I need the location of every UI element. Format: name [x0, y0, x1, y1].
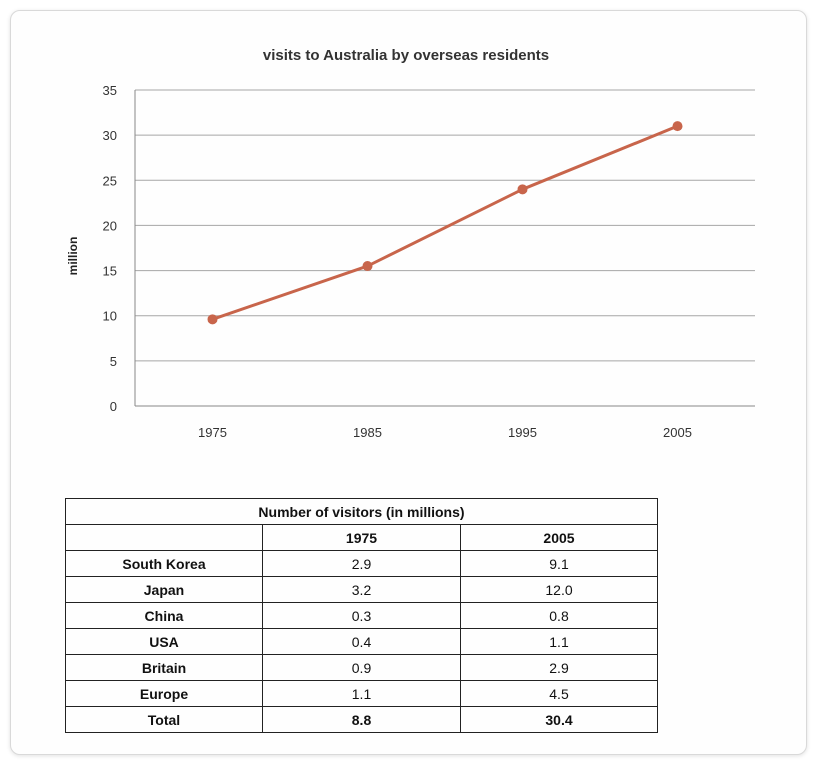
data-point: [672, 121, 683, 132]
cell-2005: 9.1: [460, 550, 658, 577]
y-tick-label: 15: [103, 264, 117, 279]
row-label: Britain: [65, 654, 263, 681]
line-chart: visits to Australia by overseas resident…: [66, 47, 755, 440]
table-row: South Korea 2.9 9.1: [65, 550, 658, 577]
x-tick-label: 1975: [198, 425, 227, 440]
row-label: USA: [65, 628, 263, 655]
y-tick-label: 10: [103, 309, 117, 324]
cell-2005: 1.1: [460, 628, 658, 655]
table-row: Japan 3.2 12.0: [65, 576, 658, 603]
table-row-total: Total 8.8 30.4: [65, 706, 658, 733]
cell-2005: 2.9: [460, 654, 658, 681]
row-label: Japan: [65, 576, 263, 603]
y-tick-label: 20: [103, 218, 117, 233]
series-line: [212, 124, 679, 321]
y-tick-label: 5: [110, 354, 117, 369]
cell-1975: 3.2: [262, 576, 461, 603]
y-axis-label: million: [66, 237, 80, 276]
cell-1975: 0.4: [262, 628, 461, 655]
row-label: Europe: [65, 680, 263, 707]
table-row: Europe 1.1 4.5: [65, 680, 658, 707]
cell-2005: 12.0: [460, 576, 658, 603]
figure-card: visits to Australia by overseas resident…: [10, 10, 807, 755]
row-label: China: [65, 602, 263, 629]
y-tick-label: 25: [103, 173, 117, 188]
data-point: [362, 261, 373, 272]
data-point: [517, 184, 528, 195]
cell-1975: 1.1: [262, 680, 461, 707]
x-tick-label: 1995: [508, 425, 537, 440]
y-tick-label: 30: [103, 128, 117, 143]
table-header-1975: 1975: [262, 524, 461, 551]
cell-1975: 0.3: [262, 602, 461, 629]
y-tick-label: 0: [110, 399, 117, 414]
table-title: Number of visitors (in millions): [65, 498, 658, 525]
data-point: [207, 314, 218, 325]
table-row: Britain 0.9 2.9: [65, 654, 658, 681]
x-tick-label: 1985: [353, 425, 382, 440]
cell-1975: 8.8: [262, 706, 461, 733]
table-header-blank: [65, 524, 263, 551]
table-row: China 0.3 0.8: [65, 602, 658, 629]
cell-2005: 30.4: [460, 706, 658, 733]
cell-1975: 0.9: [262, 654, 461, 681]
x-tick-label: 2005: [663, 425, 692, 440]
cell-2005: 0.8: [460, 602, 658, 629]
row-label: Total: [65, 706, 263, 733]
chart-title: visits to Australia by overseas resident…: [263, 47, 549, 64]
row-label: South Korea: [65, 550, 263, 577]
visitors-table: Number of visitors (in millions) 1975 20…: [65, 498, 658, 733]
table-header-2005: 2005: [460, 524, 658, 551]
cell-1975: 2.9: [262, 550, 461, 577]
cell-2005: 4.5: [460, 680, 658, 707]
y-tick-label: 35: [103, 83, 117, 98]
table-row: USA 0.4 1.1: [65, 628, 658, 655]
